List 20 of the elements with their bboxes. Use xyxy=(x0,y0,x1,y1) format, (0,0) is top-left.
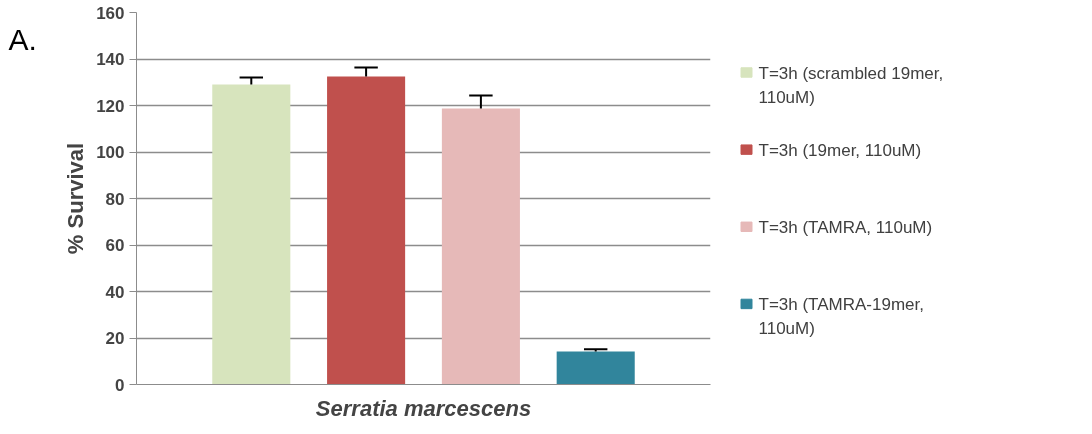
legend-label: T=3h (scrambled 19mer, 110uM) xyxy=(758,63,944,107)
bar xyxy=(212,84,291,385)
y-tick-label: 120 xyxy=(96,96,125,116)
y-tick-label: 40 xyxy=(105,282,125,302)
y-axis-title: % Survival xyxy=(63,142,89,255)
bar xyxy=(556,351,635,385)
chart-title: A. xyxy=(8,22,37,56)
legend-label: T=3h (TAMRA, 110uM) xyxy=(758,218,933,238)
x-axis-title: Serratia marcescens xyxy=(315,395,532,421)
y-tick-label: 0 xyxy=(115,375,125,395)
bar xyxy=(441,108,520,385)
y-tick-label: 140 xyxy=(96,50,125,69)
y-tick-label: 80 xyxy=(105,189,125,209)
bar xyxy=(327,76,406,385)
y-tick-label: 100 xyxy=(96,143,125,162)
y-tick-label: 160 xyxy=(96,3,125,23)
legend-label: T=3h (19mer, 110uM) xyxy=(758,141,922,161)
y-tick-label: 20 xyxy=(105,329,125,348)
legend-label: T=3h (TAMRA-19mer, 110uM) xyxy=(758,295,924,339)
y-tick-label: 60 xyxy=(105,236,125,255)
